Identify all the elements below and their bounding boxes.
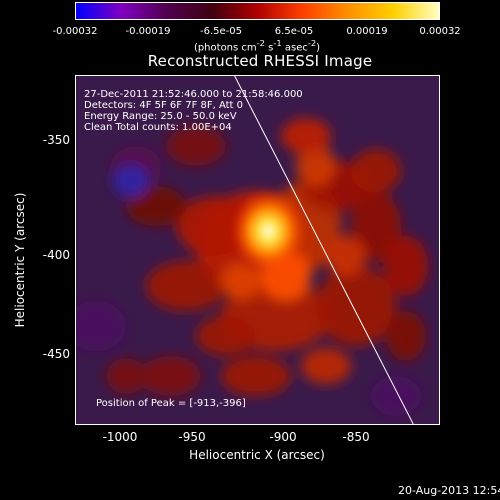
x-axis-label: Heliocentric X (arcsec) (189, 448, 325, 462)
info-detectors: Detectors: 4F 5F 6F 7F 8F, Att 0 (84, 100, 244, 111)
emission-blob (141, 356, 201, 396)
emission-blob (296, 146, 336, 186)
image-plot: 27-Dec-2011 21:52:46.000 to 21:58:46.000… (75, 75, 440, 425)
emission-blob (196, 316, 256, 356)
emission-blob (146, 261, 226, 311)
plot-title: Reconstructed RHESSI Image (147, 52, 373, 70)
info-time-range: 27-Dec-2011 21:52:46.000 to 21:58:46.000 (84, 89, 303, 100)
reconstructed-image (76, 76, 439, 424)
emission-blob (221, 263, 261, 299)
datestamp: 20-Aug-2013 12:54 (398, 484, 500, 497)
x-tick-label: -850 (342, 430, 370, 444)
y-tick-label: -450 (42, 347, 70, 361)
emission-blob (76, 301, 126, 351)
colorbar-tick: -0.00019 (125, 26, 171, 37)
emission-blob (326, 236, 366, 276)
x-tick-label: -900 (269, 430, 297, 444)
info-energy: Energy Range: 25.0 - 50.0 keV (84, 111, 237, 122)
info-clean: Clean Total counts: 1.00E+04 (84, 122, 232, 133)
colorbar-tick: -0.00032 (52, 26, 98, 37)
y-tick-label: -400 (42, 248, 70, 262)
emission-blob (301, 348, 351, 384)
emission-blob (221, 356, 291, 396)
colorbar-tick: -6.5e-05 (200, 26, 242, 37)
colorbar-tick: 6.5e-05 (274, 26, 314, 37)
emission-blob (126, 186, 186, 226)
emission-blob (384, 236, 428, 296)
colorbar-tick: 0.00032 (419, 26, 461, 37)
peak-source (230, 189, 307, 274)
x-tick-label: -1000 (102, 430, 138, 444)
emission-blob (281, 118, 331, 154)
info-peak-position: Position of Peak = [-913,-396] (96, 398, 246, 409)
colorbar-units: (photons cm-2 s-1 asec-2) (193, 38, 321, 54)
y-tick-label: -350 (42, 133, 70, 147)
emission-blob (351, 191, 401, 261)
emission-blob (106, 358, 146, 394)
emission-blob (371, 376, 421, 416)
emission-blob (316, 266, 396, 346)
colorbar-tick: 0.00019 (346, 26, 388, 37)
x-tick-label: -950 (178, 430, 206, 444)
emission-blob (166, 126, 226, 166)
colorbar (75, 2, 440, 20)
y-axis-label: Heliocentric Y (arcsec) (13, 192, 27, 328)
emission-blob (386, 311, 426, 361)
negative-region (113, 165, 149, 197)
limb-line (234, 76, 414, 424)
emission-blob (351, 149, 401, 193)
